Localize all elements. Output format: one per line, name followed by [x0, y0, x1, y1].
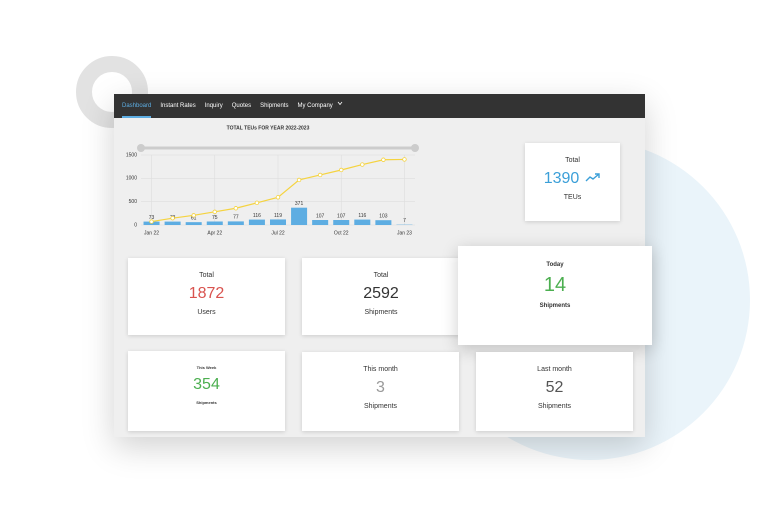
- card-value: 2592: [363, 285, 399, 302]
- stat-card: This month 3 Shipments: [302, 352, 459, 431]
- card-value-row: 1390: [525, 170, 620, 188]
- line-point: [254, 200, 260, 206]
- ring-decoration: [76, 56, 148, 128]
- stat-card: Last month 52 Shipments: [476, 352, 633, 431]
- bar-value-label: 75: [212, 215, 218, 221]
- stat-card: This Week 354 Shipments: [128, 351, 285, 431]
- line-point: [191, 213, 196, 218]
- bar-value-label: 7: [403, 218, 406, 224]
- line-point: [233, 206, 239, 211]
- x-tick-label: Oct 22: [334, 230, 349, 236]
- nav-item[interactable]: Quotes: [231, 103, 252, 109]
- bar: [248, 219, 265, 225]
- bar-value-label: 73: [149, 215, 155, 221]
- card-value-row: 1872: [128, 285, 285, 303]
- card-value: 1872: [188, 285, 225, 302]
- card-unit: Shipments: [363, 403, 398, 410]
- card-label: This Week: [196, 365, 217, 370]
- card-value: 354: [193, 376, 220, 393]
- card-unit: TEUs: [563, 194, 582, 201]
- card-unit: Users: [197, 309, 216, 316]
- bar-value-label: 61: [191, 215, 197, 221]
- bar-value-label: 116: [253, 213, 261, 219]
- card-label: Total: [565, 157, 580, 164]
- stat-card: Today 14 Shipments: [458, 246, 652, 345]
- bar: [269, 219, 287, 225]
- x-tick-label: Jul 22: [271, 230, 285, 236]
- bar-value-label: 371: [295, 201, 304, 207]
- bar: [206, 221, 223, 225]
- bar-value-label: 107: [337, 213, 346, 219]
- x-tick-label: Jan 22: [144, 230, 159, 236]
- line-point: [212, 209, 217, 215]
- card-label: Total: [199, 272, 214, 279]
- line-point: [317, 172, 323, 178]
- bar: [291, 207, 308, 225]
- card-unit: Shipments: [537, 403, 572, 410]
- card-value-row: 354: [128, 376, 285, 394]
- slider-handle: [411, 144, 419, 152]
- card-value-row: 52: [476, 379, 633, 397]
- y-tick-label: 500: [129, 199, 138, 205]
- line-point: [149, 219, 154, 224]
- line-point: [170, 215, 175, 221]
- card-value: 1390: [543, 170, 580, 187]
- bar-value-label: 77: [233, 215, 239, 221]
- line-point: [402, 157, 407, 162]
- card-value-row: 2592: [302, 285, 460, 303]
- card-value: 52: [545, 379, 564, 396]
- bar-value-label: 103: [379, 214, 388, 220]
- line-point: [275, 195, 281, 200]
- line-point: [381, 157, 386, 162]
- card-label: This month: [363, 366, 398, 373]
- bar-value-label: 107: [316, 213, 325, 219]
- card-value-row: 14: [458, 274, 652, 297]
- nav-bar: Dashboard Instant Rates Inquiry Quotes Shipm…: [114, 94, 645, 118]
- bar-value-label: 116: [358, 213, 366, 219]
- slider-handle: [137, 144, 145, 152]
- bar: [164, 221, 181, 225]
- card-label: Last month: [537, 366, 572, 373]
- chart-title: TOTAL TEUs FOR YEAR 2022-2023: [227, 125, 310, 131]
- stat-card: Total 1872 Users: [128, 258, 285, 335]
- stat-card: Total 2592 Shipments: [302, 258, 460, 335]
- bar: [185, 222, 202, 225]
- card-unit: Shipments: [364, 309, 398, 316]
- x-tick-label: Jan 23: [397, 230, 412, 236]
- bar: [312, 220, 329, 225]
- x-tick-label: Apr 22: [207, 230, 222, 236]
- bar: [227, 221, 244, 225]
- y-tick-label: 0: [134, 222, 137, 228]
- dropdown-icon: [337, 101, 343, 106]
- line-point: [296, 177, 302, 183]
- card-value-row: 3: [302, 379, 459, 397]
- bar: [333, 220, 350, 225]
- line-point: [339, 167, 344, 173]
- y-tick-label: 1500: [126, 152, 137, 158]
- nav-item[interactable]: Shipments: [260, 103, 289, 109]
- bar: [375, 220, 392, 225]
- bar: [354, 219, 371, 225]
- nav-item[interactable]: Dashboard: [122, 94, 152, 118]
- stat-card: Total 1390 TEUs: [525, 143, 620, 221]
- trend-icon: [585, 173, 600, 182]
- nav-item[interactable]: My Company: [297, 94, 343, 118]
- card-unit: Shipments: [196, 400, 217, 405]
- card-label: Total: [373, 272, 389, 279]
- nav-item[interactable]: Instant Rates: [160, 103, 196, 109]
- card-value: 3: [376, 379, 385, 396]
- line-point: [360, 162, 365, 167]
- card-label: Today: [546, 262, 564, 268]
- card-value: 14: [543, 274, 567, 296]
- card-unit: Shipments: [539, 303, 571, 309]
- y-tick-label: 1000: [126, 176, 137, 182]
- bar-value-label: 119: [274, 213, 282, 219]
- nav-item[interactable]: Inquiry: [204, 103, 223, 109]
